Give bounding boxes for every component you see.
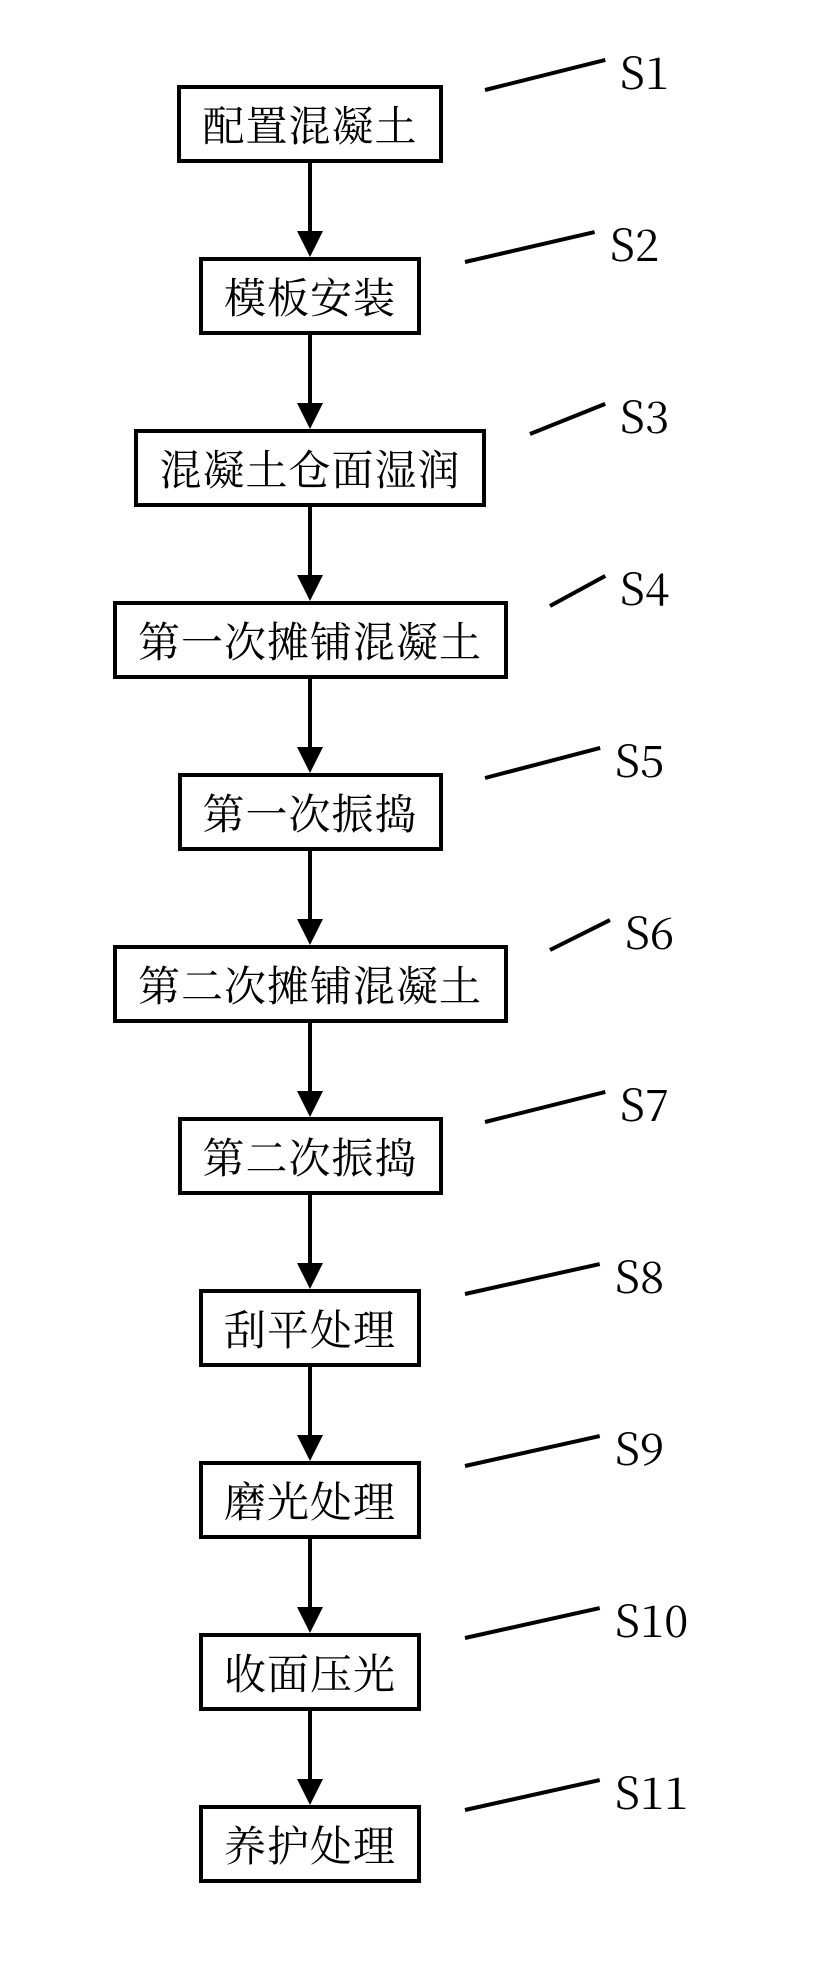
arrow-line-S6-S7: [308, 1023, 312, 1091]
arrow-head-S5-S6: [297, 919, 323, 945]
arrow-line-S3-S4: [308, 507, 312, 575]
leader-line-S10: [465, 1606, 601, 1640]
leader-line-S6: [549, 918, 611, 952]
step-box-S11: 养护处理: [199, 1805, 421, 1883]
step-box-S2: 模板安装: [199, 257, 421, 335]
step-text-S11: 养护处理: [224, 1814, 396, 1874]
step-text-S2: 模板安装: [224, 266, 396, 326]
arrow-line-S4-S5: [308, 679, 312, 747]
step-box-S5: 第一次振捣: [178, 773, 443, 851]
step-label-S7: S7: [620, 1070, 669, 1134]
arrow-head-S10-S11: [297, 1779, 323, 1805]
arrow-line-S9-S10: [308, 1539, 312, 1607]
step-box-S10: 收面压光: [199, 1633, 421, 1711]
step-text-S7: 第二次振捣: [202, 1126, 417, 1186]
step-text-S6: 第二次摊铺混凝土: [138, 954, 482, 1014]
leader-line-S8: [465, 1262, 601, 1296]
step-label-S6: S6: [625, 898, 674, 962]
arrow-head-S1-S2: [297, 231, 323, 257]
step-text-S9: 磨光处理: [224, 1470, 396, 1530]
step-box-S3: 混凝土仓面湿润: [134, 429, 486, 507]
step-label-S8: S8: [615, 1242, 664, 1306]
step-text-S1: 配置混凝土: [202, 94, 417, 154]
leader-line-S4: [549, 574, 606, 608]
arrow-head-S8-S9: [297, 1435, 323, 1461]
step-label-S11: S11: [615, 1758, 688, 1822]
step-text-S10: 收面压光: [224, 1642, 396, 1702]
arrow-head-S9-S10: [297, 1607, 323, 1633]
arrow-head-S6-S7: [297, 1091, 323, 1117]
step-text-S5: 第一次振捣: [202, 782, 417, 842]
arrow-head-S7-S8: [297, 1263, 323, 1289]
step-box-S6: 第二次摊铺混凝土: [113, 945, 508, 1023]
step-label-S9: S9: [615, 1414, 664, 1478]
step-text-S4: 第一次摊铺混凝土: [138, 610, 482, 670]
leader-line-S9: [465, 1434, 601, 1468]
step-box-S8: 刮平处理: [199, 1289, 421, 1367]
leader-line-S1: [485, 58, 606, 92]
step-label-S1: S1: [620, 38, 669, 102]
arrow-head-S3-S4: [297, 575, 323, 601]
arrow-head-S4-S5: [297, 747, 323, 773]
leader-line-S11: [465, 1778, 601, 1812]
arrow-line-S7-S8: [308, 1195, 312, 1263]
step-text-S8: 刮平处理: [224, 1298, 396, 1358]
leader-line-S2: [465, 230, 596, 264]
arrow-line-S8-S9: [308, 1367, 312, 1435]
arrow-line-S5-S6: [308, 851, 312, 919]
leader-line-S3: [529, 402, 605, 436]
leader-line-S7: [485, 1090, 606, 1124]
step-label-S5: S5: [615, 726, 664, 790]
step-box-S1: 配置混凝土: [177, 85, 443, 163]
arrow-line-S2-S3: [308, 335, 312, 403]
step-text-S3: 混凝土仓面湿润: [159, 438, 460, 498]
step-label-S4: S4: [620, 554, 669, 618]
arrow-head-S2-S3: [297, 403, 323, 429]
step-box-S7: 第二次振捣: [178, 1117, 443, 1195]
step-label-S3: S3: [620, 382, 669, 446]
step-box-S4: 第一次摊铺混凝土: [113, 601, 508, 679]
step-label-S10: S10: [615, 1586, 688, 1650]
step-label-S2: S2: [610, 210, 659, 274]
arrow-line-S10-S11: [308, 1711, 312, 1779]
arrow-line-S1-S2: [308, 163, 312, 231]
leader-line-S5: [484, 746, 600, 780]
step-box-S9: 磨光处理: [199, 1461, 421, 1539]
